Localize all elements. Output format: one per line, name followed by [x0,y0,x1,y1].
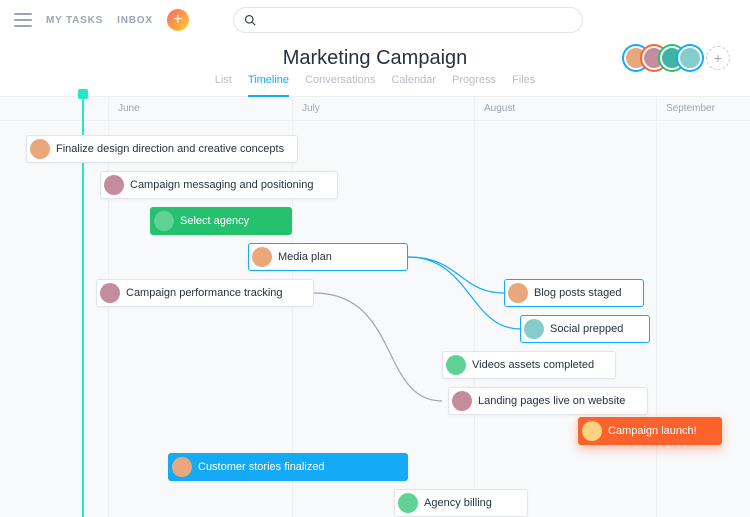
view-tabs: List Timeline Conversations Calendar Pro… [0,74,750,97]
task-videos-complete[interactable]: Videos assets completed [442,351,616,379]
search-icon [244,14,256,26]
page-title: Marketing Campaign [283,47,468,70]
task-campaign-launch[interactable]: Campaign launch! [578,417,722,445]
task-label: Landing pages live on website [478,395,625,407]
assignee-avatar [154,211,174,231]
nav-my-tasks[interactable]: MY TASKS [46,15,103,26]
top-bar: MY TASKS INBOX + [0,0,750,40]
month-label: August [484,103,515,114]
title-bar: Marketing Campaign + [0,40,750,72]
new-button[interactable]: + [167,9,189,31]
assignee-avatar [524,319,544,339]
assignee-avatar [30,139,50,159]
task-performance-tracking[interactable]: Campaign performance tracking [96,279,314,307]
month-label: June [118,103,140,114]
task-campaign-messaging[interactable]: Campaign messaging and positioning [100,171,338,199]
task-blog-posts[interactable]: Blog posts staged [504,279,644,307]
tab-list[interactable]: List [215,74,232,90]
task-agency-billing[interactable]: Agency billing [394,489,528,517]
task-select-agency[interactable]: Select agency [150,207,292,235]
task-finalize-design[interactable]: Finalize design direction and creative c… [26,135,298,163]
task-label: Media plan [278,251,332,263]
assignee-avatar [172,457,192,477]
task-label: Social prepped [550,323,623,335]
task-label: Campaign messaging and positioning [130,179,313,191]
task-label: Campaign launch! [608,425,697,437]
tab-files[interactable]: Files [512,74,535,90]
assignee-avatar [508,283,528,303]
gridline [656,97,657,517]
gridline [474,97,475,517]
assignee-avatar [252,247,272,267]
project-members: + [630,46,730,70]
timeline-canvas[interactable]: June July August September Finalize design … [0,97,750,517]
assignee-avatar [100,283,120,303]
assignee-avatar [452,391,472,411]
add-member-button[interactable]: + [706,46,730,70]
task-media-plan[interactable]: Media plan [248,243,408,271]
task-landing-pages[interactable]: Landing pages live on website [448,387,648,415]
task-label: Videos assets completed [472,359,594,371]
tab-calendar[interactable]: Calendar [391,74,436,90]
tab-timeline[interactable]: Timeline [248,74,289,97]
assignee-avatar [104,175,124,195]
month-label: July [302,103,320,114]
task-label: Customer stories finalized [198,461,325,473]
task-label: Agency billing [424,497,492,509]
assignee-avatar [582,421,602,441]
assignee-avatar [398,493,418,513]
assignee-avatar [446,355,466,375]
connector [314,293,442,401]
task-label: Blog posts staged [534,287,621,299]
tab-conversations[interactable]: Conversations [305,74,375,90]
search-input[interactable] [233,7,583,33]
month-header: June July August September [0,97,750,121]
tab-progress[interactable]: Progress [452,74,496,90]
connector [408,257,504,293]
task-customer-stories[interactable]: Customer stories finalized [168,453,408,481]
task-label: Campaign performance tracking [126,287,283,299]
member-avatar[interactable] [678,46,702,70]
task-label: Finalize design direction and creative c… [56,143,284,155]
nav-inbox[interactable]: INBOX [117,15,153,26]
month-label: September [666,103,715,114]
task-label: Select agency [180,215,249,227]
menu-icon[interactable] [14,13,32,27]
task-social-prepped[interactable]: Social prepped [520,315,650,343]
